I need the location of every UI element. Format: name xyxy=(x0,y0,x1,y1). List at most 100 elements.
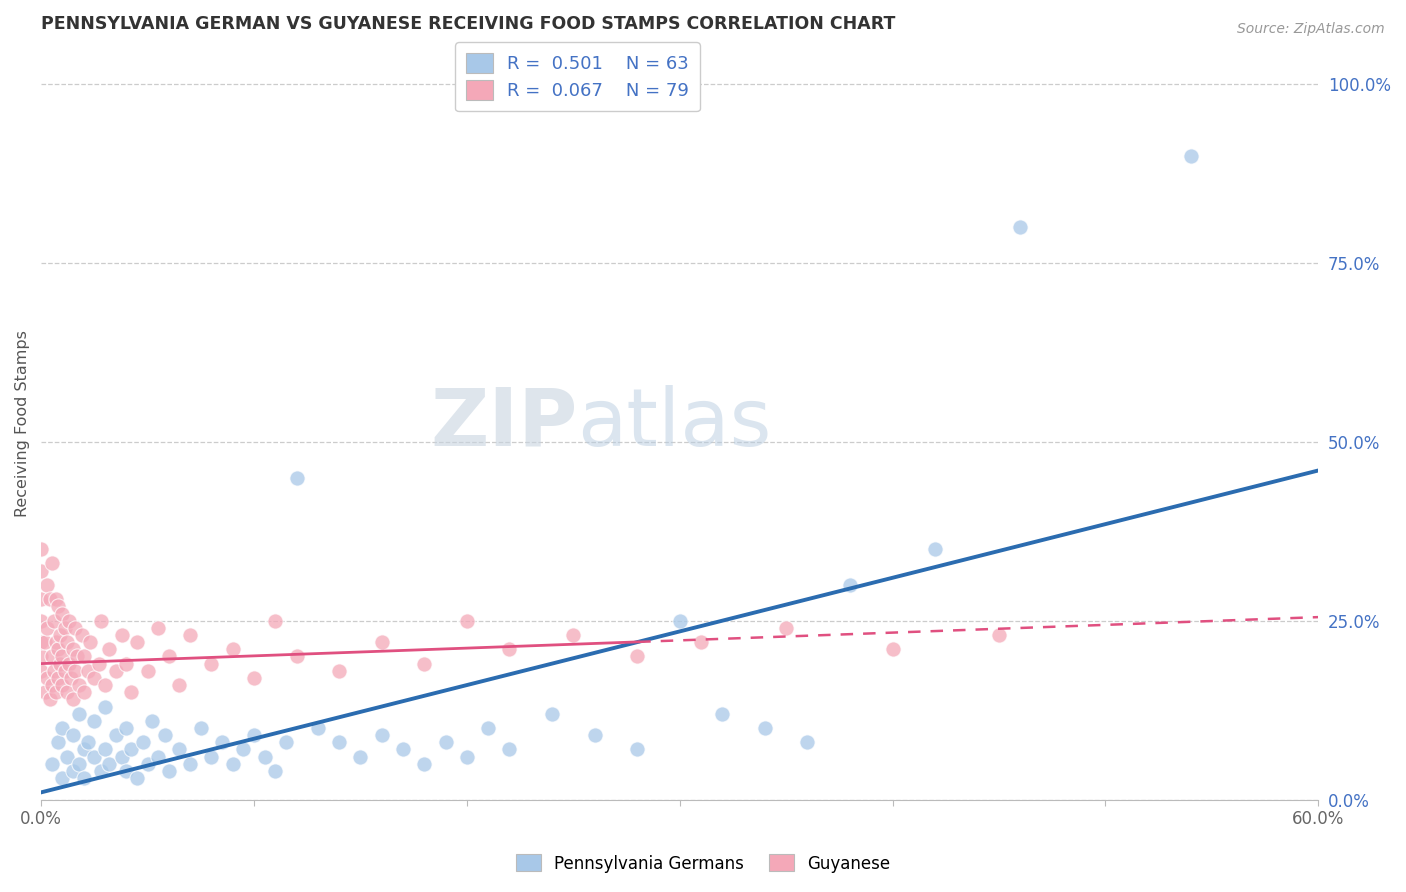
Point xyxy=(38,592,60,607)
Point xyxy=(34,685,56,699)
Point xyxy=(136,756,159,771)
Point xyxy=(59,671,82,685)
Point xyxy=(125,635,148,649)
Point xyxy=(583,728,606,742)
Point xyxy=(30,592,52,607)
Point xyxy=(153,728,176,742)
Point xyxy=(796,735,818,749)
Point xyxy=(38,692,60,706)
Point xyxy=(41,557,63,571)
Point xyxy=(264,764,287,778)
Point xyxy=(711,706,734,721)
Point xyxy=(232,742,254,756)
Point xyxy=(51,721,73,735)
Point xyxy=(73,685,96,699)
Point xyxy=(42,664,65,678)
Point xyxy=(370,728,392,742)
Point xyxy=(243,728,266,742)
Point xyxy=(45,685,67,699)
Point xyxy=(456,749,478,764)
Point xyxy=(51,607,73,621)
Point xyxy=(392,742,415,756)
Point xyxy=(115,721,138,735)
Point xyxy=(754,721,776,735)
Point xyxy=(221,642,243,657)
Point xyxy=(413,657,436,671)
Point xyxy=(111,628,134,642)
Point xyxy=(34,635,56,649)
Point xyxy=(67,678,90,692)
Point xyxy=(55,685,77,699)
Point xyxy=(328,735,350,749)
Point xyxy=(988,628,1011,642)
Point xyxy=(94,678,117,692)
Point xyxy=(30,635,52,649)
Point xyxy=(690,635,713,649)
Point xyxy=(63,664,86,678)
Point xyxy=(53,664,76,678)
Point xyxy=(104,664,127,678)
Point xyxy=(73,649,96,664)
Point xyxy=(253,749,276,764)
Point xyxy=(104,728,127,742)
Point xyxy=(285,470,308,484)
Point xyxy=(562,628,585,642)
Point xyxy=(668,614,690,628)
Point xyxy=(62,642,84,657)
Point xyxy=(94,742,117,756)
Point xyxy=(46,642,69,657)
Point xyxy=(274,735,297,749)
Point xyxy=(136,664,159,678)
Point xyxy=(498,642,520,657)
Point xyxy=(1010,220,1032,235)
Point xyxy=(264,614,287,628)
Point xyxy=(30,664,52,678)
Point xyxy=(51,678,73,692)
Point xyxy=(179,628,201,642)
Point xyxy=(1180,149,1202,163)
Point xyxy=(413,756,436,771)
Point xyxy=(98,642,121,657)
Point xyxy=(37,671,59,685)
Point xyxy=(211,735,233,749)
Point xyxy=(79,635,101,649)
Point xyxy=(83,671,105,685)
Point xyxy=(49,657,72,671)
Point xyxy=(115,764,138,778)
Point xyxy=(120,742,142,756)
Point xyxy=(73,742,96,756)
Point xyxy=(775,621,797,635)
Point xyxy=(45,592,67,607)
Point xyxy=(42,614,65,628)
Point xyxy=(94,699,117,714)
Point xyxy=(98,756,121,771)
Point xyxy=(46,671,69,685)
Point xyxy=(169,678,191,692)
Point xyxy=(83,714,105,728)
Point xyxy=(51,771,73,785)
Point xyxy=(77,664,100,678)
Point xyxy=(169,742,191,756)
Point xyxy=(90,614,112,628)
Point xyxy=(63,621,86,635)
Point xyxy=(53,621,76,635)
Y-axis label: Receiving Food Stamps: Receiving Food Stamps xyxy=(15,331,30,517)
Point xyxy=(30,614,52,628)
Legend: Pennsylvania Germans, Guyanese: Pennsylvania Germans, Guyanese xyxy=(509,847,897,880)
Point xyxy=(41,678,63,692)
Point xyxy=(200,657,222,671)
Point xyxy=(221,756,243,771)
Point xyxy=(30,542,52,557)
Point xyxy=(49,628,72,642)
Point xyxy=(41,649,63,664)
Point xyxy=(67,706,90,721)
Point xyxy=(66,649,89,664)
Point xyxy=(55,635,77,649)
Point xyxy=(839,578,862,592)
Point xyxy=(157,764,180,778)
Point xyxy=(120,685,142,699)
Text: ZIP: ZIP xyxy=(430,385,578,463)
Point xyxy=(179,756,201,771)
Point xyxy=(45,635,67,649)
Point xyxy=(148,749,170,764)
